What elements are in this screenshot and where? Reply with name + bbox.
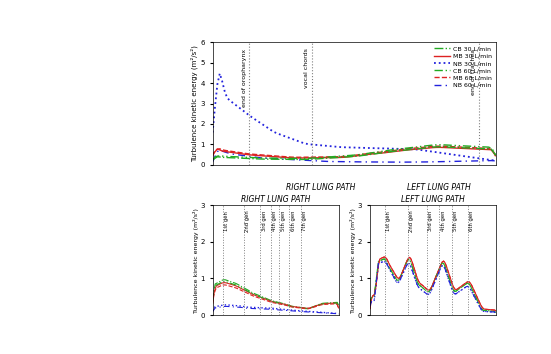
Line: NB 60 L/min: NB 60 L/min: [213, 150, 496, 162]
Text: 5th gen: 5th gen: [280, 211, 285, 231]
Text: vocal chords: vocal chords: [304, 48, 309, 88]
MB 60 L/min: [438, 144, 445, 148]
Text: 3rd gen: 3rd gen: [262, 211, 267, 231]
CB 30 L/min: [209, 158, 216, 162]
Title: RIGHT LUNG PATH: RIGHT LUNG PATH: [241, 195, 310, 204]
CB 60 L/min: [366, 151, 373, 155]
CB 60 L/min: [404, 146, 411, 150]
Text: LEFT LUNG PATH: LEFT LUNG PATH: [407, 183, 471, 192]
Text: end of trachea: end of trachea: [471, 48, 476, 95]
Text: 6th gen: 6th gen: [291, 211, 296, 231]
NB 30 L/min: [217, 72, 223, 76]
NB 30 L/min: [209, 130, 216, 135]
NB 60 L/min: [438, 160, 445, 164]
Y-axis label: Turbulence kinetic energy (m²/s²): Turbulence kinetic energy (m²/s²): [350, 208, 356, 313]
Text: 7th gen: 7th gen: [302, 211, 307, 231]
Line: MB 30 L/min: MB 30 L/min: [213, 147, 496, 158]
MB 30 L/min: [493, 154, 499, 158]
Text: 4th gen: 4th gen: [272, 211, 277, 231]
Y-axis label: Turbulence kinetic energy (m²/s²): Turbulence kinetic energy (m²/s²): [193, 208, 199, 313]
NB 30 L/min: [407, 147, 413, 151]
Text: 1st gen: 1st gen: [224, 211, 229, 230]
Text: 4th gen: 4th gen: [440, 211, 446, 231]
CB 60 L/min: [285, 156, 292, 160]
CB 30 L/min: [269, 157, 276, 161]
NB 60 L/min: [369, 160, 375, 164]
Title: LEFT LUNG PATH: LEFT LUNG PATH: [401, 195, 465, 204]
NB 30 L/min: [435, 150, 442, 155]
MB 30 L/min: [295, 156, 301, 160]
NB 60 L/min: [409, 160, 416, 164]
NB 60 L/min: [488, 159, 494, 163]
MB 30 L/min: [285, 156, 292, 160]
NB 60 L/min: [288, 158, 294, 162]
Text: 2nd gen: 2nd gen: [409, 211, 414, 233]
MB 30 L/min: [369, 152, 375, 156]
CB 30 L/min: [404, 148, 411, 152]
MB 30 L/min: [269, 154, 276, 159]
Text: 1st gen: 1st gen: [386, 211, 391, 230]
MB 30 L/min: [407, 148, 413, 152]
CB 60 L/min: [269, 156, 276, 160]
NB 60 L/min: [217, 148, 223, 152]
NB 60 L/min: [397, 160, 404, 164]
Line: CB 30 L/min: CB 30 L/min: [213, 147, 496, 160]
CB 60 L/min: [209, 158, 216, 162]
Text: 5th gen: 5th gen: [453, 211, 458, 231]
MB 60 L/min: [295, 155, 301, 159]
CB 30 L/min: [285, 157, 292, 161]
MB 60 L/min: [209, 154, 216, 159]
NB 60 L/min: [493, 160, 499, 164]
NB 30 L/min: [271, 130, 278, 134]
MB 60 L/min: [269, 154, 276, 158]
MB 60 L/min: [407, 147, 413, 151]
CB 30 L/min: [435, 145, 442, 149]
Text: 3rd gen: 3rd gen: [428, 211, 433, 231]
Text: end of oropharynx: end of oropharynx: [242, 48, 247, 107]
CB 30 L/min: [433, 145, 440, 149]
MB 60 L/min: [369, 151, 375, 155]
Text: RIGHT LUNG PATH: RIGHT LUNG PATH: [285, 183, 355, 192]
CB 60 L/min: [433, 143, 440, 147]
Line: NB 30 L/min: NB 30 L/min: [213, 74, 496, 161]
MB 60 L/min: [488, 148, 494, 152]
NB 30 L/min: [369, 146, 375, 150]
MB 30 L/min: [488, 148, 494, 152]
CB 30 L/min: [485, 147, 492, 151]
CB 60 L/min: [435, 143, 442, 147]
CB 30 L/min: [366, 152, 373, 156]
CB 60 L/min: [493, 154, 499, 159]
MB 30 L/min: [438, 145, 445, 149]
CB 60 L/min: [485, 145, 492, 149]
Line: CB 60 L/min: CB 60 L/min: [213, 145, 496, 160]
CB 30 L/min: [493, 153, 499, 158]
NB 30 L/min: [493, 159, 499, 164]
MB 60 L/min: [285, 155, 292, 159]
NB 30 L/min: [485, 158, 492, 162]
MB 60 L/min: [493, 155, 499, 159]
NB 30 L/min: [288, 136, 294, 141]
NB 60 L/min: [209, 160, 216, 164]
Text: 6th gen: 6th gen: [469, 211, 474, 231]
Legend: CB 30 L/min, MB 30 L/min, NB 30 L/min, CB 60 L/min, MB 60 L/min, NB 60 L/min: CB 30 L/min, MB 30 L/min, NB 30 L/min, C…: [432, 44, 495, 90]
MB 60 L/min: [435, 144, 442, 148]
NB 60 L/min: [271, 156, 278, 161]
Y-axis label: Turbulence kinetic energy (m²/s²): Turbulence kinetic energy (m²/s²): [190, 45, 198, 162]
MB 30 L/min: [435, 145, 442, 149]
Text: 2nd gen: 2nd gen: [245, 211, 250, 233]
Line: MB 60 L/min: MB 60 L/min: [213, 146, 496, 157]
MB 30 L/min: [209, 153, 216, 157]
